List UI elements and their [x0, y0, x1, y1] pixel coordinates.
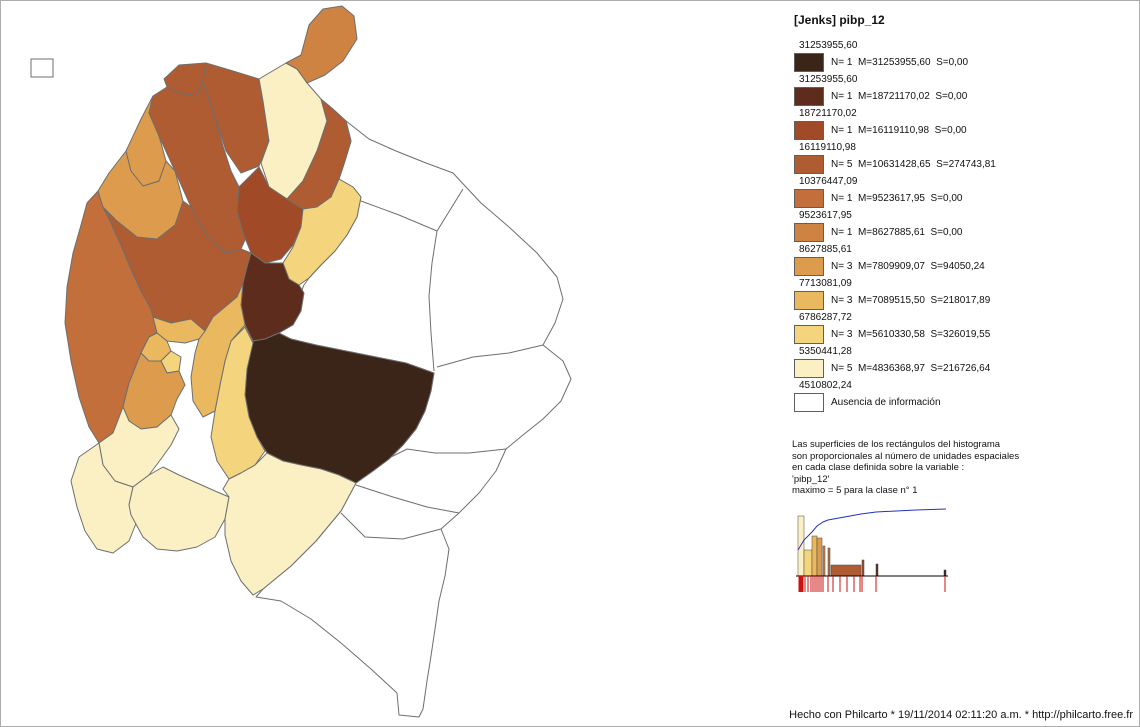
histogram-bar: [830, 564, 862, 577]
class-histogram: [796, 508, 948, 592]
region-tolima[interactable]: [190, 282, 246, 418]
class-stats-text: N= 3 M=5610330,58 S=326019,55: [831, 329, 991, 340]
class-bound-value: 10376447,09: [799, 176, 858, 187]
department-border-line: [428, 230, 438, 372]
class-stats-text: N= 1 M=9523617,95 S=0,00: [831, 193, 963, 204]
region-atlantico[interactable]: [163, 62, 207, 97]
histogram-bar: [803, 549, 813, 577]
class-bound-value: 8627885,61: [799, 244, 852, 255]
region-putumayo[interactable]: [128, 466, 230, 552]
legend-class-row: N= 1 M=31253955,60 S=0,00: [794, 53, 1139, 72]
class-bound-value: 16119110,98: [799, 142, 856, 153]
department-border-line: [340, 512, 442, 540]
region-san-andres-box[interactable]: [30, 58, 54, 78]
histogram-bar: [943, 569, 947, 577]
legend-class-row: N= 3 M=7089515,50 S=218017,89: [794, 291, 1139, 310]
region-caqueta[interactable]: [222, 452, 357, 596]
legend-max-value: 31253955,60: [799, 40, 858, 51]
class-color-swatch: [794, 53, 824, 72]
legend-panel: [Jenks] pibp_12 31253955,60 N= 1 M=31253…: [794, 13, 1139, 413]
note-line: maximo = 5 para la clase n° 1: [792, 485, 918, 496]
histogram-bar: [827, 547, 831, 577]
region-boyaca[interactable]: [282, 178, 362, 286]
class-stats-text: N= 1 M=16119110,98 S=0,00: [831, 125, 967, 136]
histogram-bar: [811, 535, 818, 577]
legend-entries: N= 1 M=31253955,60 S=0,00 31253955,60 N= 1…: [794, 53, 1139, 392]
histogram-note: Las superficies de los rectángulos del h…: [792, 439, 1019, 497]
footer-credit: Hecho con Philcarto * 19/11/2014 02:11:2…: [789, 709, 1133, 721]
nodata-label: Ausencia de información: [831, 397, 941, 408]
histogram-bar: [816, 537, 823, 577]
class-bound-value: 31253955,60: [799, 74, 858, 85]
note-line: son proporcionales al número de unidades…: [792, 450, 1020, 462]
legend-nodata-row: Ausencia de información: [794, 393, 1139, 412]
region-sucre[interactable]: [125, 95, 167, 187]
class-bound-value: 18721170,02: [799, 108, 857, 119]
class-bound-value: 7713081,09: [799, 278, 852, 289]
note-line: Las superficies de los rectángulos del h…: [792, 439, 1001, 450]
department-border-line: [386, 448, 507, 460]
class-stats-text: N= 3 M=7809909,07 S=94050,24: [831, 261, 985, 272]
class-stats-text: N= 3 M=7089515,50 S=218017,89: [831, 295, 991, 306]
class-color-swatch: [794, 257, 824, 276]
class-stats-text: N= 1 M=18721170,02 S=0,00: [831, 91, 968, 102]
legend-class-row: N= 5 M=4836368,97 S=216726,64: [794, 359, 1139, 378]
class-stats-text: N= 5 M=4836368,97 S=216726,64: [831, 363, 991, 374]
legend-class-row: N= 1 M=9523617,95 S=0,00: [794, 189, 1139, 208]
class-stats-text: N= 5 M=10631428,65 S=274743,81: [831, 159, 996, 170]
legend-class-row: N= 1 M=18721170,02 S=0,00: [794, 87, 1139, 106]
class-stats-text: N= 1 M=8627885,61 S=0,00: [831, 227, 963, 238]
legend-class-row: N= 1 M=8627885,61 S=0,00: [794, 223, 1139, 242]
class-bound-value: 6786287,72: [799, 312, 852, 323]
class-color-swatch: [794, 325, 824, 344]
class-color-swatch: [794, 121, 824, 140]
class-color-swatch: [794, 155, 824, 174]
class-bound-value: 4510802,24: [799, 380, 852, 391]
class-stats-text: N= 1 M=31253955,60 S=0,00: [831, 57, 969, 68]
class-color-swatch: [794, 189, 824, 208]
note-line: en cada clase definida sobre la variable…: [792, 462, 965, 473]
region-guajira[interactable]: [285, 5, 358, 84]
legend-class-row: N= 1 M=16119110,98 S=0,00: [794, 121, 1139, 140]
class-color-swatch: [794, 359, 824, 378]
legend-class-row: N= 5 M=10631428,65 S=274743,81: [794, 155, 1139, 174]
nodata-swatch: [794, 393, 824, 412]
cumulative-curve: [797, 508, 947, 551]
region-narino[interactable]: [70, 442, 138, 554]
histogram-bar: [797, 515, 805, 577]
histogram-bar: [875, 563, 879, 577]
class-color-swatch: [794, 87, 824, 106]
legend-class-row: N= 3 M=5610330,58 S=326019,55: [794, 325, 1139, 344]
department-border-line: [355, 484, 460, 514]
class-bound-value: 9523617,95: [799, 210, 852, 221]
class-color-swatch: [794, 291, 824, 310]
note-line: 'pibp_12': [792, 473, 830, 485]
legend-title: [Jenks] pibp_12: [794, 13, 885, 27]
class-bound-value: 5350441,28: [799, 346, 852, 357]
department-border-line: [436, 344, 544, 368]
histogram-bar: [861, 559, 865, 577]
region-magdalena[interactable]: [202, 62, 270, 174]
class-color-swatch: [794, 223, 824, 242]
legend-class-row: N= 3 M=7809909,07 S=94050,24: [794, 257, 1139, 276]
colombia-choropleth-map: [30, 5, 572, 718]
department-border-line: [360, 188, 464, 232]
histogram-bar: [822, 545, 826, 577]
